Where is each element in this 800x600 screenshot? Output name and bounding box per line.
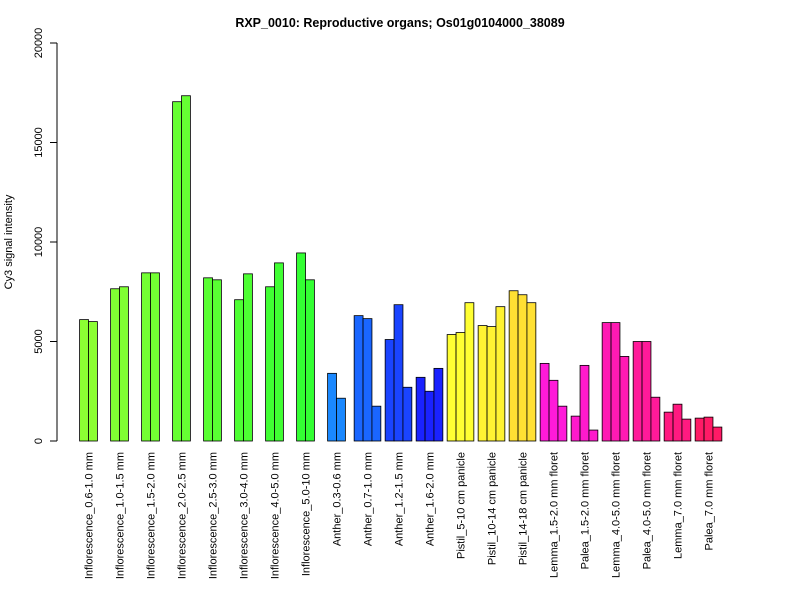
y-axis: 0 5000 10000 15000 20000 <box>33 28 58 444</box>
bar <box>610 322 621 442</box>
bar <box>362 318 373 442</box>
x-tick-label: Palea_1.5-2.0 mm floret <box>580 452 592 569</box>
x-tick-label: Inflorescence_3.0-4.0 mm <box>239 452 251 579</box>
bar <box>305 279 315 442</box>
bar <box>650 396 661 442</box>
bar <box>296 252 306 442</box>
bar <box>433 367 444 442</box>
bar <box>681 418 692 442</box>
x-tick-label: Palea_7.0 mm floret <box>704 452 716 550</box>
bar <box>539 362 550 442</box>
bar <box>641 341 652 442</box>
bar <box>712 426 723 442</box>
y-tick-label: 5000 <box>33 329 45 353</box>
bar <box>212 279 222 442</box>
bar <box>353 315 364 442</box>
bar <box>243 273 253 442</box>
x-tick-label: Anther_0.3-0.6 mm <box>332 452 344 546</box>
x-tick-label: Pistil_14-18 cm panicle <box>518 452 530 565</box>
x-tick-label: Inflorescence_5.0-10 mm <box>301 452 313 576</box>
bar <box>601 322 612 442</box>
bars <box>79 95 723 442</box>
bar <box>110 288 120 442</box>
y-tick-label: 15000 <box>33 127 45 158</box>
y-tick-label: 0 <box>33 438 45 444</box>
bar <box>402 386 413 442</box>
x-tick-label: Inflorescence_2.5-3.0 mm <box>208 452 220 579</box>
x-tick-label: Inflorescence_0.6-1.0 mm <box>84 452 96 579</box>
x-tick-label: Lemma_7.0 mm floret <box>673 452 685 559</box>
x-tick-label: Anther_1.6-2.0 mm <box>425 452 437 546</box>
bar <box>694 417 705 442</box>
bar <box>384 339 395 442</box>
bar <box>557 405 568 442</box>
bar <box>548 379 559 442</box>
bar <box>371 405 382 442</box>
bar <box>79 319 89 442</box>
x-tick-labels: Inflorescence_0.6-1.0 mm Inflorescence_1.… <box>84 452 716 579</box>
bar <box>181 95 191 442</box>
bar <box>455 332 466 442</box>
x-tick-label: Inflorescence_1.0-1.5 mm <box>115 452 127 579</box>
bar <box>327 372 337 442</box>
x-tick-label: Anther_1.2-1.5 mm <box>394 452 406 546</box>
x-tick-label: Palea_4.0-5.0 mm floret <box>642 452 654 569</box>
bar <box>495 306 506 442</box>
bar <box>446 334 457 442</box>
bar <box>672 403 683 442</box>
y-axis-label: Cy3 signal intensity <box>3 194 15 289</box>
bar <box>486 326 497 442</box>
y-tick-label: 10000 <box>33 227 45 258</box>
bar <box>336 397 346 442</box>
chart-title: RXP_0010: Reproductive organs; Os01g0104… <box>235 16 564 30</box>
x-tick-label: Inflorescence_4.0-5.0 mm <box>270 452 282 579</box>
x-tick-label: Inflorescence_1.5-2.0 mm <box>146 452 158 579</box>
bar <box>517 294 528 442</box>
bar <box>203 277 213 442</box>
bar <box>172 101 182 442</box>
bar <box>632 341 643 442</box>
bar <box>579 364 590 442</box>
bar <box>274 262 284 442</box>
bar <box>508 290 519 442</box>
bar <box>150 272 160 442</box>
y-tick-label: 20000 <box>33 28 45 59</box>
bar <box>265 286 275 442</box>
bar <box>663 411 674 442</box>
bar <box>570 415 581 442</box>
bar <box>141 272 151 442</box>
x-tick-label: Pistil_10-14 cm panicle <box>487 452 499 565</box>
bar <box>703 416 714 442</box>
x-tick-label: Pistil_5-10 cm panicle <box>456 452 468 559</box>
bar <box>415 376 426 442</box>
bar <box>619 356 630 442</box>
x-tick-label: Lemma_4.0-5.0 mm floret <box>611 452 623 578</box>
x-tick-label: Anther_0.7-1.0 mm <box>363 452 375 546</box>
bar <box>588 429 599 442</box>
x-tick-label: Inflorescence_2.0-2.5 mm <box>177 452 189 579</box>
bar <box>234 299 244 442</box>
x-tick-label: Lemma_1.5-2.0 mm floret <box>549 452 561 578</box>
bar <box>464 302 475 442</box>
bar <box>88 321 98 442</box>
bar <box>477 325 488 442</box>
bar <box>424 390 435 442</box>
bar <box>526 302 537 442</box>
bar <box>119 286 129 442</box>
bar <box>393 304 404 442</box>
